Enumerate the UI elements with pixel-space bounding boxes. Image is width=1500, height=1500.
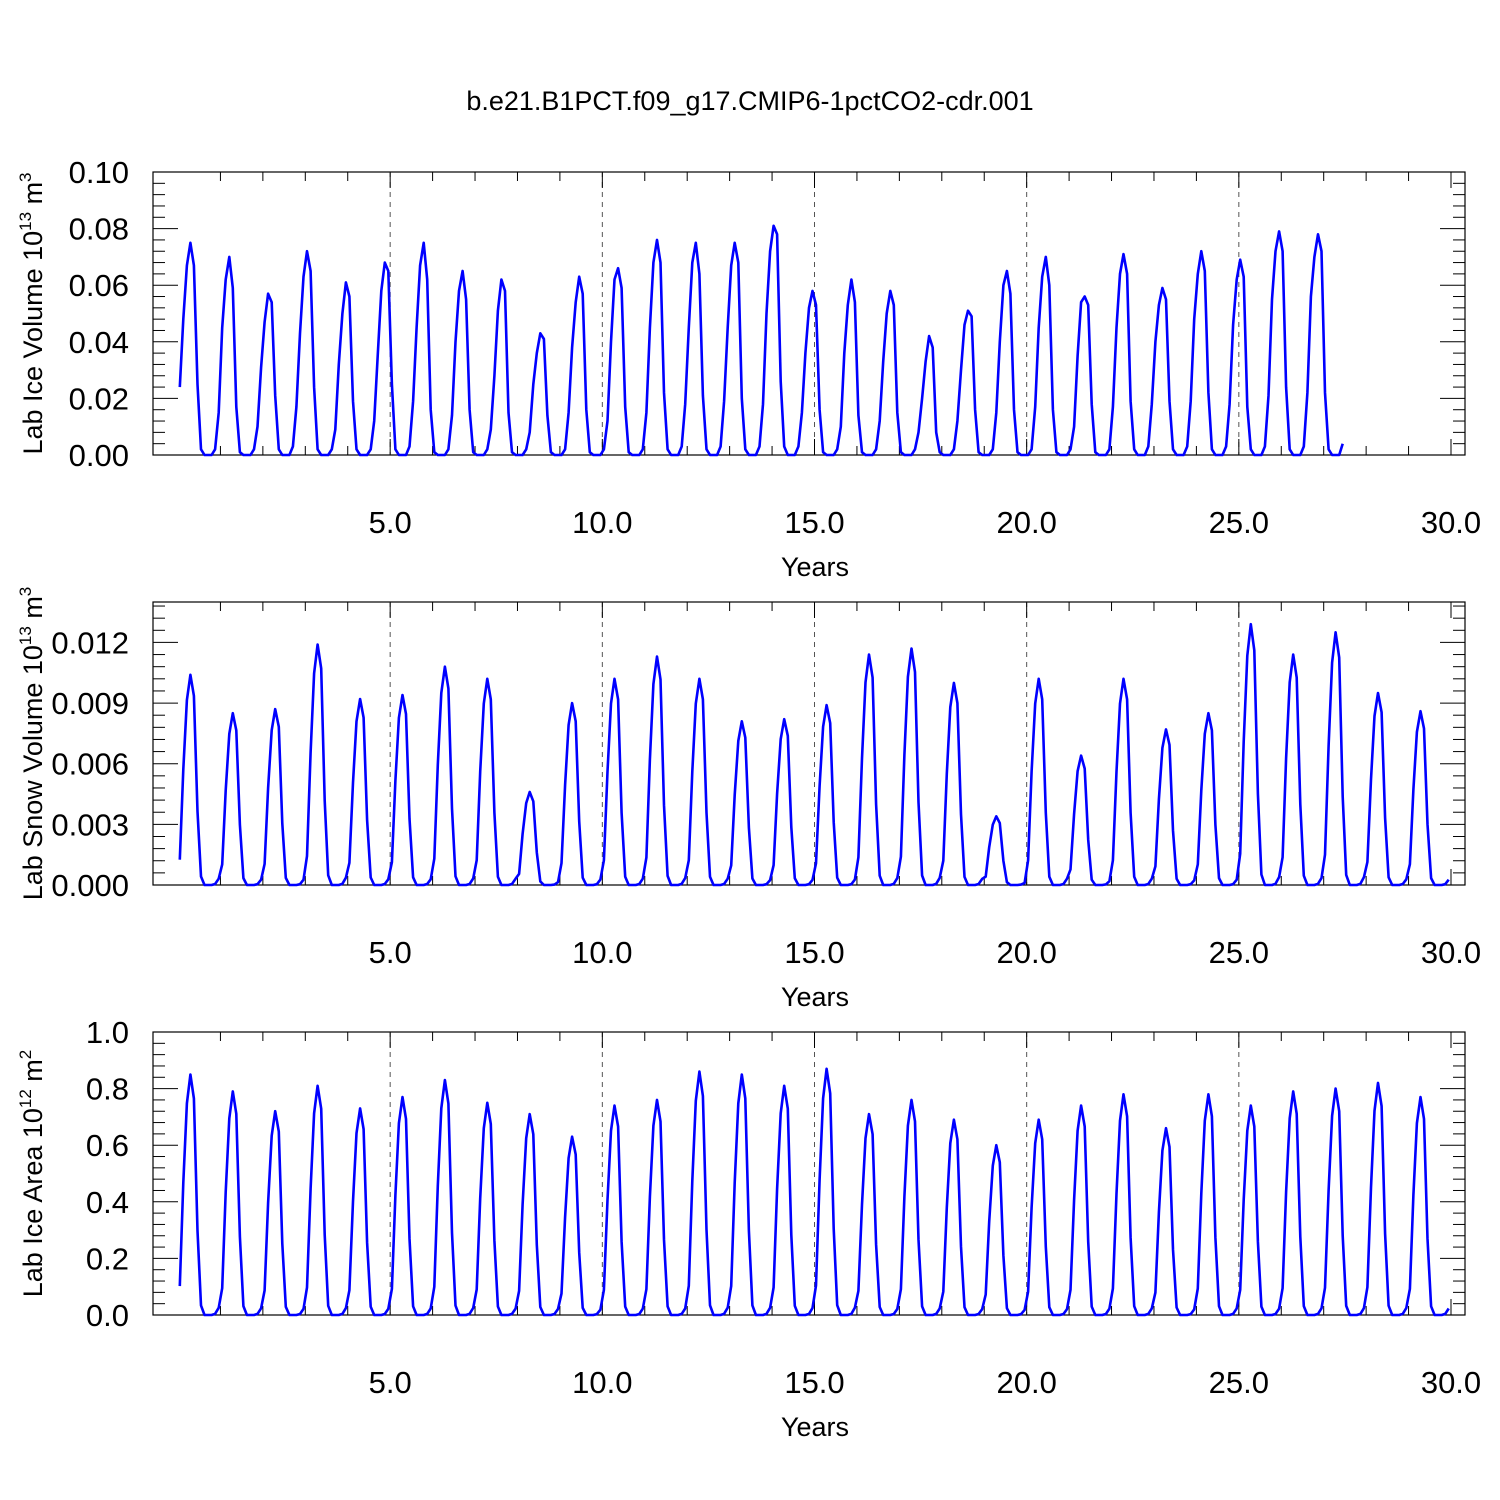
y-tick-label: 0.009 [51, 686, 129, 721]
panel-ice-area: 0.0 0.2 0.4 0.6 0.8 1.0 5.0 10.0 15.0 20.0 25.0 30.… [16, 1015, 1481, 1442]
y-tick-label: 0.00 [69, 438, 129, 473]
y-tick-label: 0.4 [86, 1185, 129, 1220]
y-tick-label: 0.003 [51, 807, 129, 842]
series-line [178, 622, 1450, 887]
x-tick-label: 15.0 [784, 1365, 844, 1400]
y-tick-label: 0.10 [69, 155, 129, 190]
x-tick-label: 10.0 [572, 505, 632, 540]
x-tick-label: 5.0 [369, 1365, 412, 1400]
panel-snow-volume: 0.000 0.003 0.006 0.009 0.012 5.0 10.0 15.0 20.0… [16, 587, 1481, 1012]
y-tick-label: 0.2 [86, 1241, 129, 1276]
y-tick-label: 0.012 [51, 625, 129, 660]
x-tick-label: 10.0 [572, 935, 632, 970]
series-line [178, 224, 1344, 457]
x-axis-title: Years [781, 552, 849, 582]
y-axis-title: Lab Snow Volume 1013 m3 [16, 587, 48, 901]
x-tick-label: 20.0 [996, 1365, 1056, 1400]
x-tick-label: 15.0 [784, 935, 844, 970]
plot-frame [152, 171, 1466, 456]
x-tick-label: 15.0 [784, 505, 844, 540]
y-tick-label: 0.6 [86, 1128, 129, 1163]
y-tick-label: 0.8 [86, 1072, 129, 1107]
y-axis-title: Lab Ice Volume 1013 m3 [16, 172, 48, 454]
x-tick-label: 25.0 [1209, 1365, 1269, 1400]
y-tick-label: 0.06 [69, 268, 129, 303]
x-tick-label: 30.0 [1421, 1365, 1481, 1400]
y-tick-label: 0.0 [86, 1298, 129, 1333]
x-axis-title: Years [781, 982, 849, 1012]
x-tick-label: 20.0 [996, 935, 1056, 970]
y-tick-label: 1.0 [86, 1015, 129, 1050]
panel-ice-volume: 0.00 0.02 0.04 0.06 0.08 0.10 5.0 10.0 15.0 20.0 2… [16, 155, 1481, 582]
x-tick-label: 5.0 [369, 505, 412, 540]
y-tick-label: 0.04 [69, 325, 129, 360]
y-tick-label: 0.08 [69, 212, 129, 247]
x-tick-label: 30.0 [1421, 505, 1481, 540]
x-tick-label: 30.0 [1421, 935, 1481, 970]
y-axis-title: Lab Ice Area 1012 m2 [16, 1050, 48, 1298]
figure-title: b.e21.B1PCT.f09_g17.CMIP6-1pctCO2-cdr.00… [466, 86, 1033, 116]
x-tick-label: 20.0 [996, 505, 1056, 540]
x-tick-label: 25.0 [1209, 505, 1269, 540]
x-tick-label: 5.0 [369, 935, 412, 970]
series-line [178, 1067, 1450, 1317]
y-tick-label: 0.02 [69, 381, 129, 416]
x-axis-title: Years [781, 1412, 849, 1442]
y-tick-label: 0.006 [51, 747, 129, 782]
x-tick-label: 10.0 [572, 1365, 632, 1400]
x-tick-label: 25.0 [1209, 935, 1269, 970]
y-tick-label: 0.000 [51, 868, 129, 903]
